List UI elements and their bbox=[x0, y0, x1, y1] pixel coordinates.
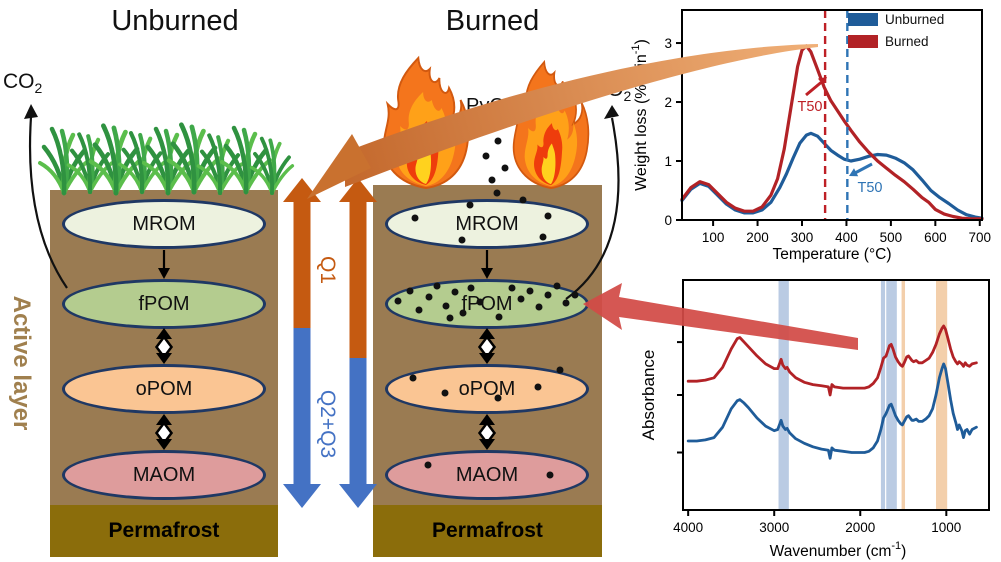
permafrost-label: Permafrost bbox=[108, 519, 220, 542]
mrom-to-fpom-arrow bbox=[156, 248, 172, 281]
y-tick-label: 0 bbox=[664, 213, 672, 228]
pool-label: MROM bbox=[455, 212, 519, 235]
x-tick-label: 100 bbox=[702, 230, 725, 245]
unburned-legend-swatch bbox=[848, 13, 878, 26]
unburned-pool-fpom: fPOM bbox=[62, 279, 266, 329]
tga-x-axis-title: Temperature (°C) bbox=[772, 246, 891, 263]
burned-permafrost-band: Permafrost bbox=[373, 505, 602, 557]
burned-title: Burned bbox=[445, 5, 540, 37]
ftir-x-axis-title: Wavenumber (cm-1) bbox=[770, 540, 907, 560]
co2-arrow-unburned bbox=[24, 104, 68, 289]
unburned-permafrost-band: Permafrost bbox=[50, 505, 278, 557]
legend-row-unburned: Unburned bbox=[848, 12, 944, 27]
tga-y-axis-title: Weight loss (% min-1) bbox=[630, 39, 650, 191]
co2-subscript: 2 bbox=[34, 80, 43, 97]
opom-maom-exchange-arrow bbox=[154, 412, 174, 452]
pool-label: oPOM bbox=[135, 377, 193, 400]
highlight-band bbox=[778, 280, 789, 510]
ftir-absorbance-chart: Absorbance Wavenumber (cm-1) 4000 3000 200… bbox=[639, 279, 990, 560]
x-tick-label: 300 bbox=[791, 230, 814, 245]
tga-weight-loss-chart: Weight loss (% min-1) Temperature (°C) 1… bbox=[630, 9, 992, 263]
unburned-legend-label: Unburned bbox=[885, 12, 945, 27]
t50-burned-annotation: T50 bbox=[797, 99, 823, 115]
co2-arrow-burned bbox=[565, 105, 620, 300]
t50-unburned-annotation: T50 bbox=[857, 180, 883, 196]
unburned-pool-mrom: MROM bbox=[62, 199, 266, 249]
co2-text: CO bbox=[3, 70, 35, 93]
burned-curve bbox=[680, 44, 984, 221]
burned-legend-swatch bbox=[848, 35, 878, 48]
pyc-dots-maom bbox=[424, 461, 554, 479]
x-tick-label: 3000 bbox=[759, 520, 789, 535]
mrom-to-fpom-arrow bbox=[479, 248, 495, 281]
grass-icon bbox=[40, 125, 295, 193]
q1-q23-flux-arrow-right bbox=[339, 178, 377, 508]
pool-label: fPOM bbox=[138, 292, 190, 315]
pool-label: fPOM bbox=[461, 292, 513, 315]
x-tick-label: 4000 bbox=[673, 520, 703, 535]
co2-subscript: 2 bbox=[623, 88, 632, 105]
pool-label: MAOM bbox=[132, 463, 196, 486]
burned-curve bbox=[686, 324, 978, 397]
x-tick-label: 200 bbox=[746, 230, 769, 245]
highlight-band bbox=[880, 280, 886, 510]
y-tick-label: 2 bbox=[664, 95, 672, 110]
x-tick-label: 700 bbox=[969, 230, 992, 245]
y-tick-label: 3 bbox=[664, 36, 672, 51]
burned-pool-mrom: MROM bbox=[385, 199, 589, 249]
fpom-opom-exchange-arrow bbox=[154, 326, 174, 366]
x-tick-label: 400 bbox=[835, 230, 858, 245]
t50-burned-arrow bbox=[805, 77, 827, 97]
highlight-band bbox=[901, 280, 906, 510]
plot-frame bbox=[681, 9, 983, 221]
unburned-pool-maom: MAOM bbox=[62, 450, 266, 500]
highlight-band bbox=[886, 280, 897, 510]
x-tick-label: 2000 bbox=[845, 520, 875, 535]
burned-pool-opom: oPOM bbox=[385, 364, 589, 414]
unburned-pool-opom: oPOM bbox=[62, 364, 266, 414]
ftir-to-fpom-arrow bbox=[583, 283, 858, 350]
pyc-dots-mrom bbox=[411, 196, 552, 244]
fpom-opom-exchange-arrow bbox=[477, 326, 497, 366]
pyc-particles bbox=[482, 126, 509, 197]
tga-legend: Unburned Burned bbox=[848, 12, 944, 56]
ftir-y-axis-title: Absorbance bbox=[639, 350, 658, 441]
highlight-band bbox=[935, 280, 948, 510]
pyc-dots-opom bbox=[409, 366, 564, 402]
burned-pool-maom: MAOM bbox=[385, 450, 589, 500]
permafrost-label: Permafrost bbox=[432, 519, 543, 542]
unburned-title: Unburned bbox=[111, 5, 239, 37]
unburned-curve bbox=[686, 362, 978, 460]
legend-row-burned: Burned bbox=[848, 34, 944, 49]
opom-maom-exchange-arrow bbox=[477, 412, 497, 452]
pool-label: oPOM bbox=[458, 377, 516, 400]
co2-label-unburned: CO2 bbox=[3, 70, 42, 96]
x-tick-label: 1000 bbox=[931, 520, 961, 535]
x-tick-label: 500 bbox=[880, 230, 903, 245]
x-tick-label: 600 bbox=[924, 230, 947, 245]
pool-label: MROM bbox=[132, 212, 196, 235]
y-tick-label: 1 bbox=[664, 154, 672, 169]
unburned-curve bbox=[680, 131, 984, 220]
pool-label: MAOM bbox=[455, 463, 519, 486]
pyc-dots-fpom bbox=[394, 282, 579, 322]
tga-to-flux-curved-arrow bbox=[307, 44, 818, 199]
burned-legend-label: Burned bbox=[885, 34, 929, 49]
q1-q23-flux-arrow-left bbox=[283, 178, 321, 508]
t50-unburned-arrow bbox=[849, 162, 873, 177]
